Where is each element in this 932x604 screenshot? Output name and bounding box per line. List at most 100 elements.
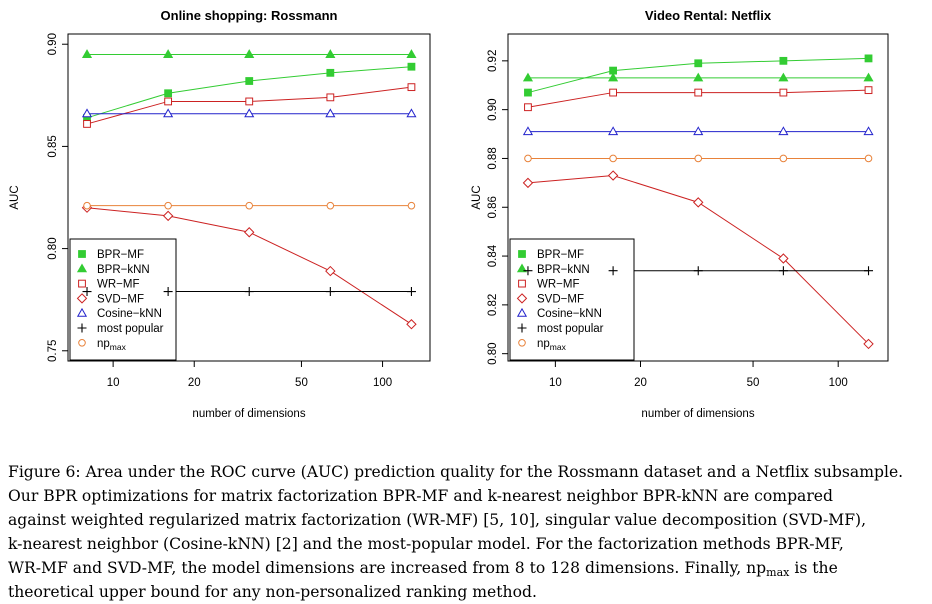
data-point	[326, 201, 335, 210]
data-point	[406, 319, 417, 330]
legend-marker	[77, 323, 87, 333]
x-tick-label: 50	[295, 377, 308, 389]
data-point	[244, 108, 255, 118]
data-point	[162, 210, 174, 222]
legend-marker	[76, 263, 88, 273]
legend-marker	[516, 307, 528, 317]
data-point	[244, 287, 254, 297]
data-point	[522, 72, 534, 82]
x-tick-label: 100	[829, 377, 848, 389]
legend-box	[69, 238, 177, 361]
data-point	[524, 103, 532, 112]
series-points	[83, 62, 416, 122]
data-point	[778, 72, 789, 82]
y-tick-label: 0.90	[487, 98, 499, 120]
data-point	[325, 265, 336, 277]
data-point	[607, 170, 619, 181]
data-point	[863, 72, 874, 82]
data-point	[524, 88, 532, 97]
x-tick-label: 50	[747, 377, 760, 389]
legend-label: BPR−kNN	[537, 264, 590, 276]
data-point	[81, 49, 93, 58]
data-point	[779, 88, 788, 97]
legend-label-subscript: max	[110, 342, 127, 352]
series-points	[524, 154, 873, 163]
data-point	[164, 201, 172, 210]
y-tick-label: 0.90	[47, 33, 59, 55]
data-point	[522, 126, 534, 136]
caption-line-6: theoretical upper bound for any non-pers…	[8, 583, 537, 601]
data-point	[694, 154, 703, 163]
legend-marker	[517, 323, 527, 333]
data-point	[164, 89, 173, 98]
caption-line-4: k-nearest neighbor (Cosine-kNN) [2] and …	[8, 535, 844, 553]
legend-label: BPR−kNN	[97, 264, 150, 276]
data-point	[779, 154, 788, 163]
data-point	[407, 201, 416, 210]
y-tick-label: 0.86	[487, 196, 499, 218]
data-point	[864, 154, 873, 163]
legend-marker	[518, 279, 526, 288]
data-point	[245, 97, 254, 106]
series-points	[81, 49, 417, 58]
series-points	[82, 287, 416, 297]
y-tick-label: 0.80	[487, 342, 499, 364]
y-tick-label: 0.88	[487, 147, 499, 169]
y-tick-label: 0.80	[47, 237, 59, 259]
data-point	[693, 197, 704, 208]
x-tick-label: 10	[549, 377, 562, 389]
data-point	[164, 97, 173, 106]
legend-marker	[78, 279, 86, 288]
legend-marker	[518, 339, 526, 347]
data-point	[163, 49, 174, 58]
data-point	[163, 287, 173, 297]
legend-label: most popular	[97, 323, 164, 335]
x-axis-label: number of dimensions	[192, 408, 305, 420]
chart-title: Video Rental: Netflix	[645, 8, 772, 23]
data-point	[163, 108, 174, 118]
data-point	[326, 93, 335, 102]
series-points	[522, 126, 874, 136]
chart-title: Online shopping: Rossmann	[161, 8, 338, 23]
data-point	[325, 108, 336, 118]
legend-label: most popular	[537, 323, 604, 335]
data-point	[609, 88, 618, 97]
legend: BPR−MF BPR−kNN WR−MF SVD−MF Cosine−kNN most p…	[509, 238, 635, 361]
data-point	[325, 287, 335, 297]
series-line	[86, 86, 412, 125]
series-points	[81, 108, 417, 118]
x-axis-label: number of dimensions	[641, 408, 754, 420]
series-points	[523, 266, 874, 276]
legend-label: npmax	[97, 338, 127, 352]
data-point	[244, 227, 255, 238]
data-point	[864, 266, 874, 276]
plot-frame	[67, 33, 431, 362]
figure-caption: Figure 6: Area under the ROC curve (AUC)…	[8, 460, 928, 604]
data-point	[863, 126, 874, 136]
caption-line-1: Figure 6: Area under the ROC curve (AUC)…	[8, 463, 904, 481]
legend-marker	[516, 263, 528, 273]
data-point	[864, 86, 873, 95]
y-axis-label: AUC	[9, 185, 21, 209]
legend-label: WR−MF	[537, 279, 579, 291]
plot-frame	[507, 33, 889, 362]
y-tick-label: 0.85	[47, 135, 59, 157]
caption-line-2: Our BPR optimizations for matrix factori…	[8, 487, 834, 505]
data-point	[523, 266, 533, 276]
data-point	[406, 49, 417, 58]
data-point	[608, 126, 619, 136]
data-point	[693, 72, 704, 82]
chart-panel-2: Video Rental: Netflix 0.80 0.82 0.84 0.86 0.8…	[471, 8, 889, 420]
figure: Online shopping: Rossmann 0.75 0.80 0.85 0.9…	[9, 8, 889, 420]
data-point	[522, 177, 534, 189]
data-point	[694, 88, 703, 97]
data-point	[244, 49, 255, 58]
data-point	[778, 253, 789, 264]
data-point	[694, 59, 703, 68]
y-tick-label: 0.84	[487, 244, 499, 267]
caption-line-3: against weighted regularized matrix fact…	[8, 511, 867, 529]
legend-label-subscript: max	[550, 342, 567, 352]
data-point	[407, 83, 416, 92]
data-point	[325, 49, 336, 58]
caption-line-5: WR-MF and SVD-MF, the model dimensions a…	[8, 559, 767, 577]
